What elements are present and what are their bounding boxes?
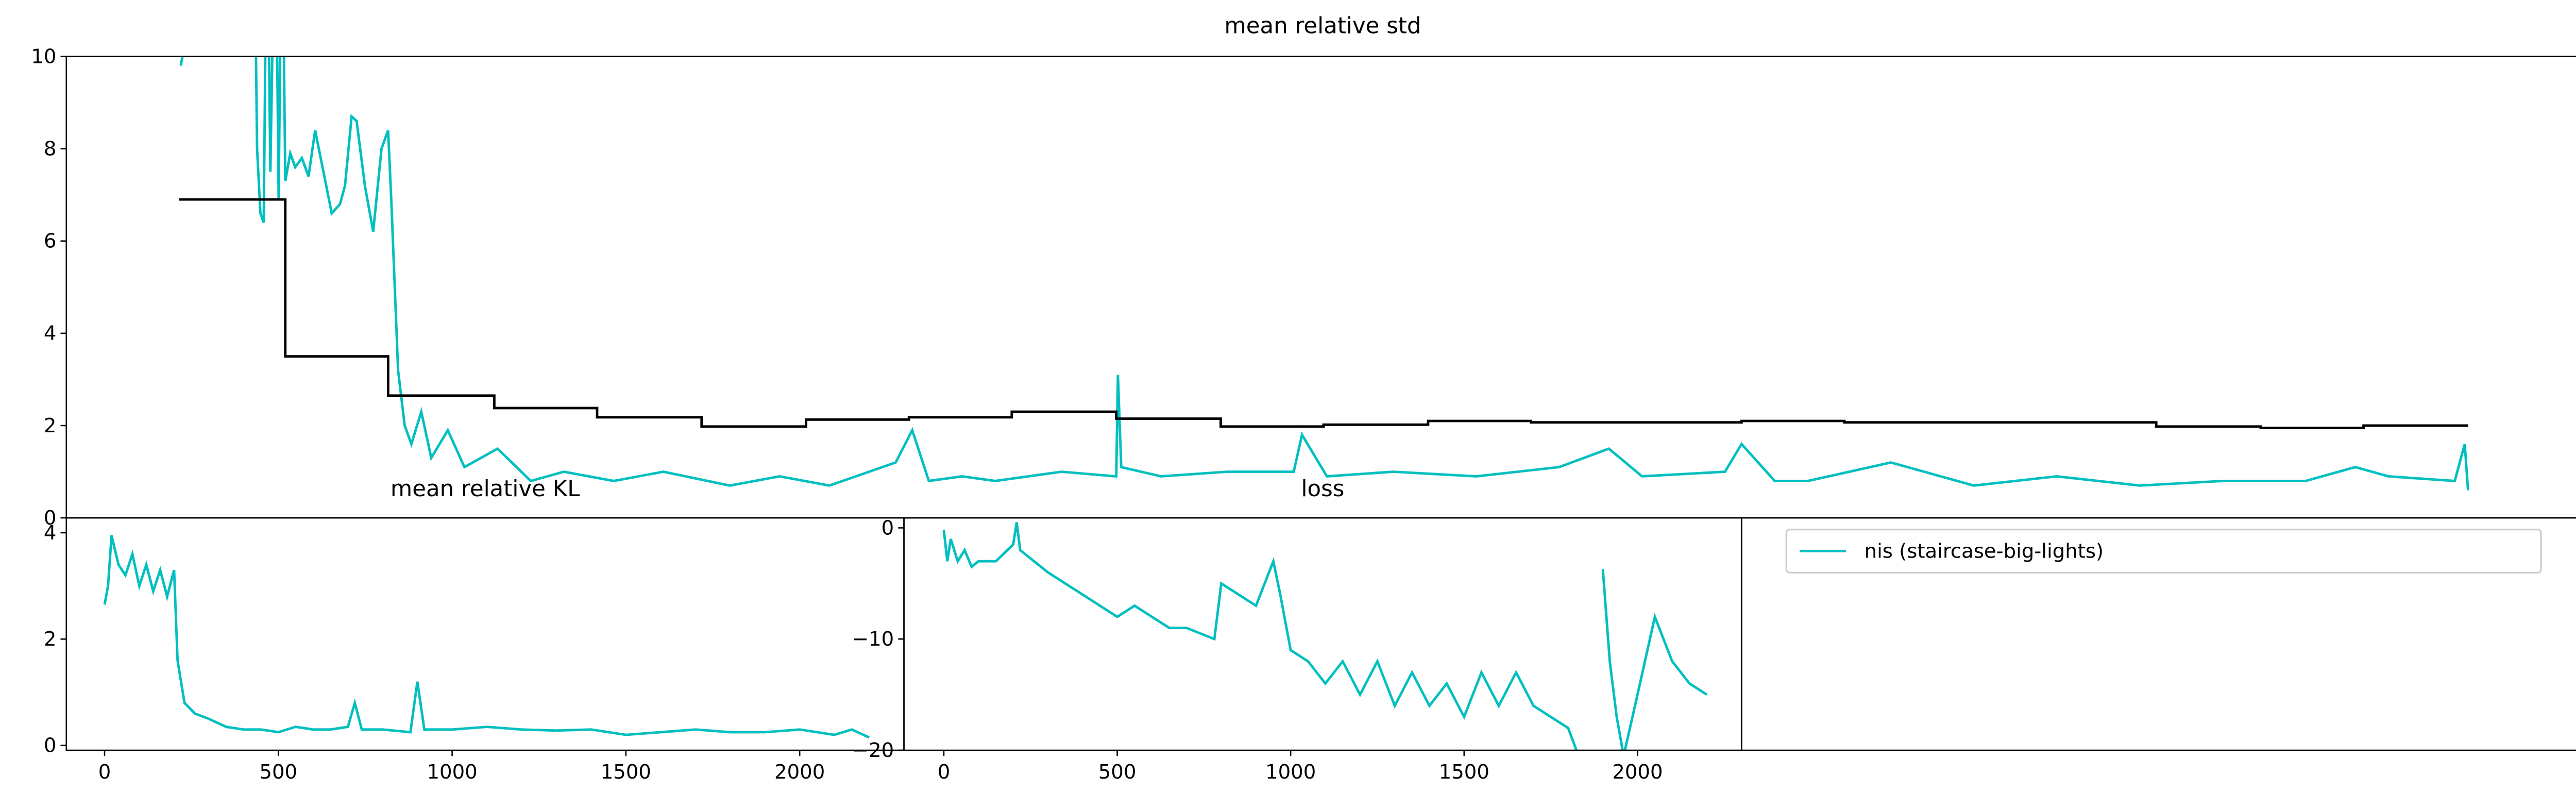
series-line (942, 522, 1708, 751)
axes-frame (65, 517, 905, 751)
y-tick-label: −20 (852, 739, 894, 762)
series-line (179, 56, 2469, 491)
axes-frame (65, 56, 2576, 519)
legend-panel (1741, 517, 2576, 751)
y-tick-label: 2 (44, 628, 57, 651)
x-tick-label: 1500 (601, 761, 651, 784)
y-tick-label: −10 (852, 628, 894, 651)
series-line (179, 198, 2468, 429)
chart-title: loss (1301, 476, 1344, 502)
y-tick-label: 10 (31, 45, 56, 68)
y-tick-label: 4 (44, 521, 57, 545)
y-tick-label: 0 (44, 734, 57, 757)
legend-box (1785, 528, 2542, 573)
y-tick-label: 4 (44, 322, 57, 345)
y-tick-label: 8 (44, 138, 57, 161)
x-tick-label: 2000 (774, 761, 825, 784)
chart-title: mean relative std (1224, 13, 1421, 39)
x-tick-label: 0 (98, 761, 111, 784)
chart-title: mean relative KL (391, 476, 580, 502)
x-tick-label: 500 (259, 761, 297, 784)
y-tick-label: 2 (44, 414, 57, 437)
x-tick-label: 500 (1098, 761, 1137, 784)
legend-label: nis (staircase-big-lights) (1865, 539, 2104, 563)
x-tick-label: 1000 (1265, 761, 1316, 784)
x-tick-label: 1500 (1439, 761, 1489, 784)
y-tick-label: 0 (882, 516, 894, 539)
x-tick-label: 2000 (1612, 761, 1663, 784)
x-tick-label: 0 (938, 761, 951, 784)
y-tick-label: 6 (44, 230, 57, 253)
y-tick-label: 0 (44, 507, 57, 530)
x-tick-label: 1000 (427, 761, 477, 784)
series-line (103, 535, 870, 739)
